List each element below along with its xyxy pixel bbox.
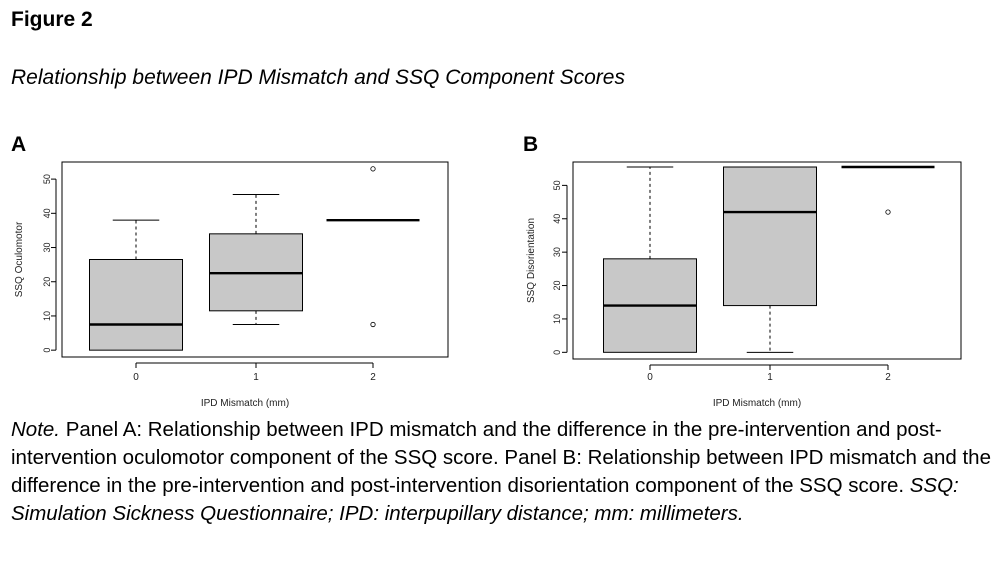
figure-label: Figure 2 bbox=[11, 8, 93, 31]
panel-b-x-axis-label: IPD Mismatch (mm) bbox=[713, 398, 801, 409]
figure-title: Relationship between IPD Mismatch and SS… bbox=[11, 66, 625, 89]
note-lead: Note. bbox=[11, 418, 60, 441]
panel-a-y-tick-label: 20 bbox=[42, 277, 52, 287]
panel-a-box-0 bbox=[89, 259, 183, 351]
panel-b-x-tick-label: 2 bbox=[885, 372, 891, 383]
panel-a-x-axis-label: IPD Mismatch (mm) bbox=[201, 398, 289, 409]
panel-b-outlier-point bbox=[885, 209, 891, 215]
panel-b-x-tick-label: 0 bbox=[647, 372, 653, 383]
note-abbreviations: SSQ: Simulation Sickness Questionnaire; … bbox=[11, 474, 959, 525]
panel-b-y-tick-label: 30 bbox=[552, 247, 562, 257]
panel-b-x-tick-label: 1 bbox=[767, 372, 773, 383]
panel-b-y-tick-label: 20 bbox=[552, 281, 562, 291]
panel-a-outlier-point bbox=[370, 166, 376, 172]
panel-a-y-tick-label: 30 bbox=[42, 243, 52, 253]
panel-a-y-tick-label: 50 bbox=[42, 174, 52, 184]
panel-b-y-tick-label: 40 bbox=[552, 214, 562, 224]
panel-b-y-axis-label: SSQ Disorientation bbox=[526, 218, 537, 303]
panel-a-x-tick-label: 0 bbox=[133, 372, 139, 383]
panel-a-y-tick-label: 40 bbox=[42, 208, 52, 218]
panel-b-plot-frame bbox=[572, 161, 962, 360]
panel-a-y-tick-label: 10 bbox=[42, 311, 52, 321]
figure-note: Note. Panel A: Relationship between IPD … bbox=[11, 416, 1001, 528]
panel-b-box-1 bbox=[723, 166, 817, 307]
panel-b-y-tick-label: 10 bbox=[552, 314, 562, 324]
panel-b-letter: B bbox=[523, 133, 539, 156]
panel-b-y-tick-label: 0 bbox=[552, 350, 562, 355]
note-text: Panel A: Relationship between IPD mismat… bbox=[11, 418, 991, 497]
panel-b-y-tick-label: 50 bbox=[552, 180, 562, 190]
panel-a-y-tick-label: 0 bbox=[42, 348, 52, 353]
panel-a-y-axis-label: SSQ Oculomotor bbox=[14, 221, 25, 297]
panel-a-x-tick-label: 1 bbox=[253, 372, 259, 383]
panel-a-letter: A bbox=[11, 133, 27, 156]
panel-a-x-tick-label: 2 bbox=[370, 372, 376, 383]
panel-a-plot-frame bbox=[61, 161, 449, 358]
panel-a-outlier-point bbox=[370, 321, 376, 328]
